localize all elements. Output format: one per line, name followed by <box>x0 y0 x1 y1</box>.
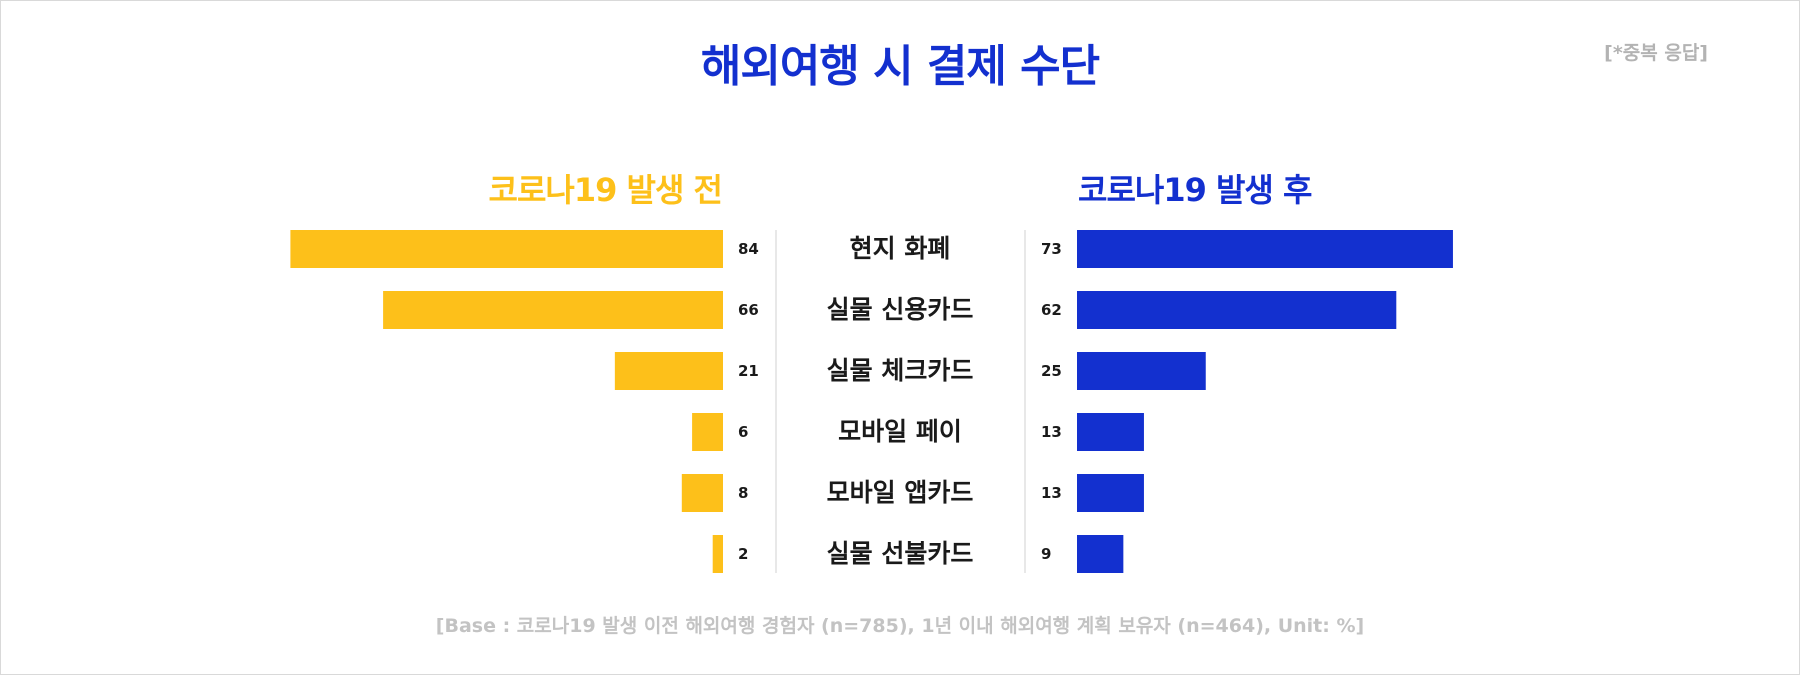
category-label: 현지 화폐 <box>849 234 951 263</box>
value-label-before: 8 <box>738 484 749 502</box>
bar-before-3 <box>692 413 723 451</box>
category-label: 모바일 앱카드 <box>826 478 974 507</box>
value-label-before: 66 <box>738 301 759 319</box>
value-label-after: 13 <box>1041 484 1062 502</box>
value-label-after: 62 <box>1041 301 1062 319</box>
bar-before-1 <box>383 291 723 329</box>
category-label: 실물 신용카드 <box>826 295 974 324</box>
bar-after-3 <box>1077 413 1144 451</box>
bar-after-1 <box>1077 291 1397 329</box>
value-label-before: 2 <box>738 545 749 563</box>
category-label: 실물 선불카드 <box>826 539 974 568</box>
value-label-after: 9 <box>1041 545 1052 563</box>
divider-right <box>1024 230 1026 573</box>
bar-before-5 <box>712 535 723 573</box>
value-label-after: 73 <box>1041 240 1062 258</box>
value-label-after: 13 <box>1041 423 1062 441</box>
value-label-before: 84 <box>738 240 759 258</box>
series-label-before: 코로나19 발생 전 <box>488 171 723 209</box>
category-label: 모바일 페이 <box>838 417 962 446</box>
divider-left <box>775 230 777 573</box>
category-label: 실물 체크카드 <box>826 356 974 385</box>
base-footnote: [Base : 코로나19 발생 이전 해외여행 경험자 (n=785), 1년… <box>435 615 1365 637</box>
bar-before-2 <box>614 352 723 390</box>
value-label-after: 25 <box>1041 362 1062 380</box>
bar-after-4 <box>1077 474 1144 512</box>
bar-before-4 <box>681 474 723 512</box>
bar-after-0 <box>1077 230 1453 268</box>
bar-before-0 <box>290 230 723 268</box>
bar-after-2 <box>1077 352 1206 390</box>
value-label-before: 6 <box>738 423 749 441</box>
value-label-before: 21 <box>738 362 759 380</box>
multiple-response-note: [*중복 응답] <box>1604 42 1708 64</box>
chart-title: 해외여행 시 결제 수단 <box>700 41 1100 92</box>
bar-after-5 <box>1077 535 1124 573</box>
series-label-after: 코로나19 발생 후 <box>1078 171 1312 209</box>
